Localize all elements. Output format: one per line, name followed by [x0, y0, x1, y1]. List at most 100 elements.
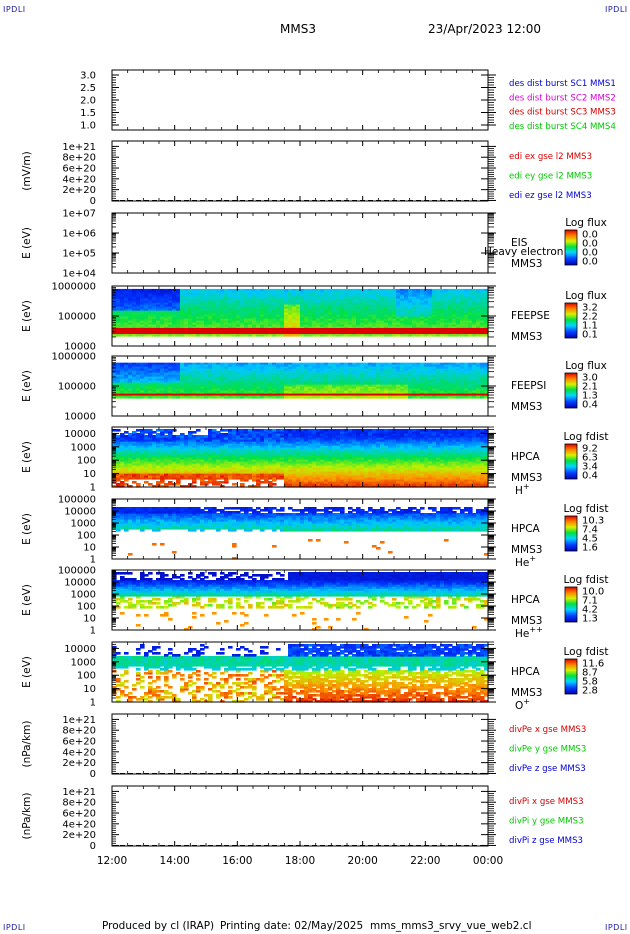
spectrogram-cell [280, 376, 285, 379]
spectrogram-cell [440, 290, 445, 293]
spectrogram-cell [172, 471, 177, 474]
spectrogram-cell [172, 364, 177, 367]
spectrogram-cell [424, 304, 429, 307]
spectrogram-cell [360, 300, 365, 303]
spectrogram-cell [224, 318, 229, 321]
spectrogram-cell [236, 392, 241, 395]
spectrogram-cell [424, 390, 429, 393]
spectrogram-cell [192, 310, 197, 313]
spectrogram-cell [392, 324, 397, 327]
spectrogram-cell [300, 314, 305, 317]
spectrogram-cell [140, 443, 145, 446]
spectrogram-cell [468, 384, 473, 387]
spectrogram-cell [308, 290, 313, 293]
spectrogram-cell [316, 308, 321, 311]
spectrogram-cell [232, 294, 237, 297]
spectrogram-cell [156, 382, 161, 385]
spectrogram-cell [332, 298, 337, 301]
spectrogram-cell [244, 372, 249, 375]
spectrogram-cell [308, 294, 313, 297]
spectrogram-cell [308, 306, 313, 309]
spectrogram-cell [336, 370, 341, 373]
spectrogram-cell [428, 318, 433, 321]
spectrogram-cell [380, 316, 385, 319]
spectrogram-cell [180, 437, 185, 440]
spectrogram-cell [128, 443, 133, 446]
spectrogram-cell [280, 372, 285, 375]
spectrogram-cell [128, 439, 133, 442]
spectrogram-cell [120, 481, 125, 484]
spectrogram-cell [244, 298, 249, 301]
spectrogram-cell [344, 374, 349, 377]
spectrogram-cell [388, 382, 393, 385]
spectrogram-cell [168, 304, 173, 307]
spectrogram-cell [160, 437, 165, 440]
spectrogram-cell [152, 292, 157, 295]
spectrogram-cell [148, 372, 153, 375]
spectrogram-cell [132, 447, 137, 450]
spectrogram-cell [396, 300, 401, 303]
spectrogram-cell [116, 362, 121, 365]
spectrogram-cell [360, 296, 365, 299]
spectrogram-cell [212, 362, 217, 365]
spectrogram-cell [224, 298, 229, 301]
spectrogram-cell [168, 386, 173, 389]
spectrogram-cell [280, 306, 285, 309]
spectrogram-cell [472, 386, 477, 389]
spectrogram-cell [128, 312, 133, 315]
spectrogram-cell [320, 296, 325, 299]
spectrogram-cell [196, 362, 201, 365]
spectrogram-cell [216, 390, 221, 393]
spectrogram-cell [420, 364, 425, 367]
spectrogram-cell [324, 362, 329, 365]
spectrogram-cell [164, 372, 169, 375]
spectrogram-cell [128, 366, 133, 369]
spectrogram-cell [252, 288, 257, 291]
spectrogram-cell [340, 312, 345, 315]
spectrogram-cell [380, 298, 385, 301]
spectrogram-cell [164, 473, 169, 476]
spectrogram-cell [200, 388, 205, 391]
spectrogram-cell [172, 463, 177, 466]
spectrogram-cell [220, 312, 225, 315]
spectrogram-cell [216, 324, 221, 327]
spectrogram-cell [300, 384, 305, 387]
spectrogram-cell [156, 380, 161, 383]
spectrogram-cell [312, 382, 317, 385]
spectrogram-cell [132, 449, 137, 452]
spectrogram-cell [220, 362, 225, 365]
spectrogram-cell [396, 314, 401, 317]
spectrogram-cell [188, 296, 193, 299]
spectrogram-cell [164, 390, 169, 393]
spectrogram-cell [208, 378, 213, 381]
spectrogram-cell [268, 376, 273, 379]
spectrogram-cell [460, 294, 465, 297]
spectrogram-cell [240, 364, 245, 367]
spectrogram-cell [372, 374, 377, 377]
spectrogram-cell [228, 312, 233, 315]
spectrogram-cell [352, 292, 357, 295]
spectrogram-cell [168, 455, 173, 458]
spectrogram-cell [356, 384, 361, 387]
spectrogram-cell [136, 334, 141, 337]
spectrogram-cell [452, 368, 457, 371]
spectrogram-cell [212, 334, 217, 337]
spectrogram-cell [440, 292, 445, 295]
spectrogram-cell [360, 390, 365, 393]
spectrogram-cell [268, 326, 273, 329]
spectrogram-cell [140, 292, 145, 295]
spectrogram-cell [144, 453, 149, 456]
spectrogram-cell [296, 382, 301, 385]
spectrogram-cell [392, 396, 397, 399]
spectrogram-cell [148, 386, 153, 389]
spectrogram-cell [268, 294, 273, 297]
spectrogram-cell [320, 382, 325, 385]
spectrogram-cell [132, 288, 137, 291]
spectrogram-cell [300, 396, 305, 399]
spectrogram-cell [280, 308, 285, 311]
spectrogram-cell [312, 294, 317, 297]
spectrogram-cell [340, 378, 345, 381]
spectrogram-cell [372, 296, 377, 299]
spectrogram-cell [352, 370, 357, 373]
spectrogram-cell [336, 366, 341, 369]
